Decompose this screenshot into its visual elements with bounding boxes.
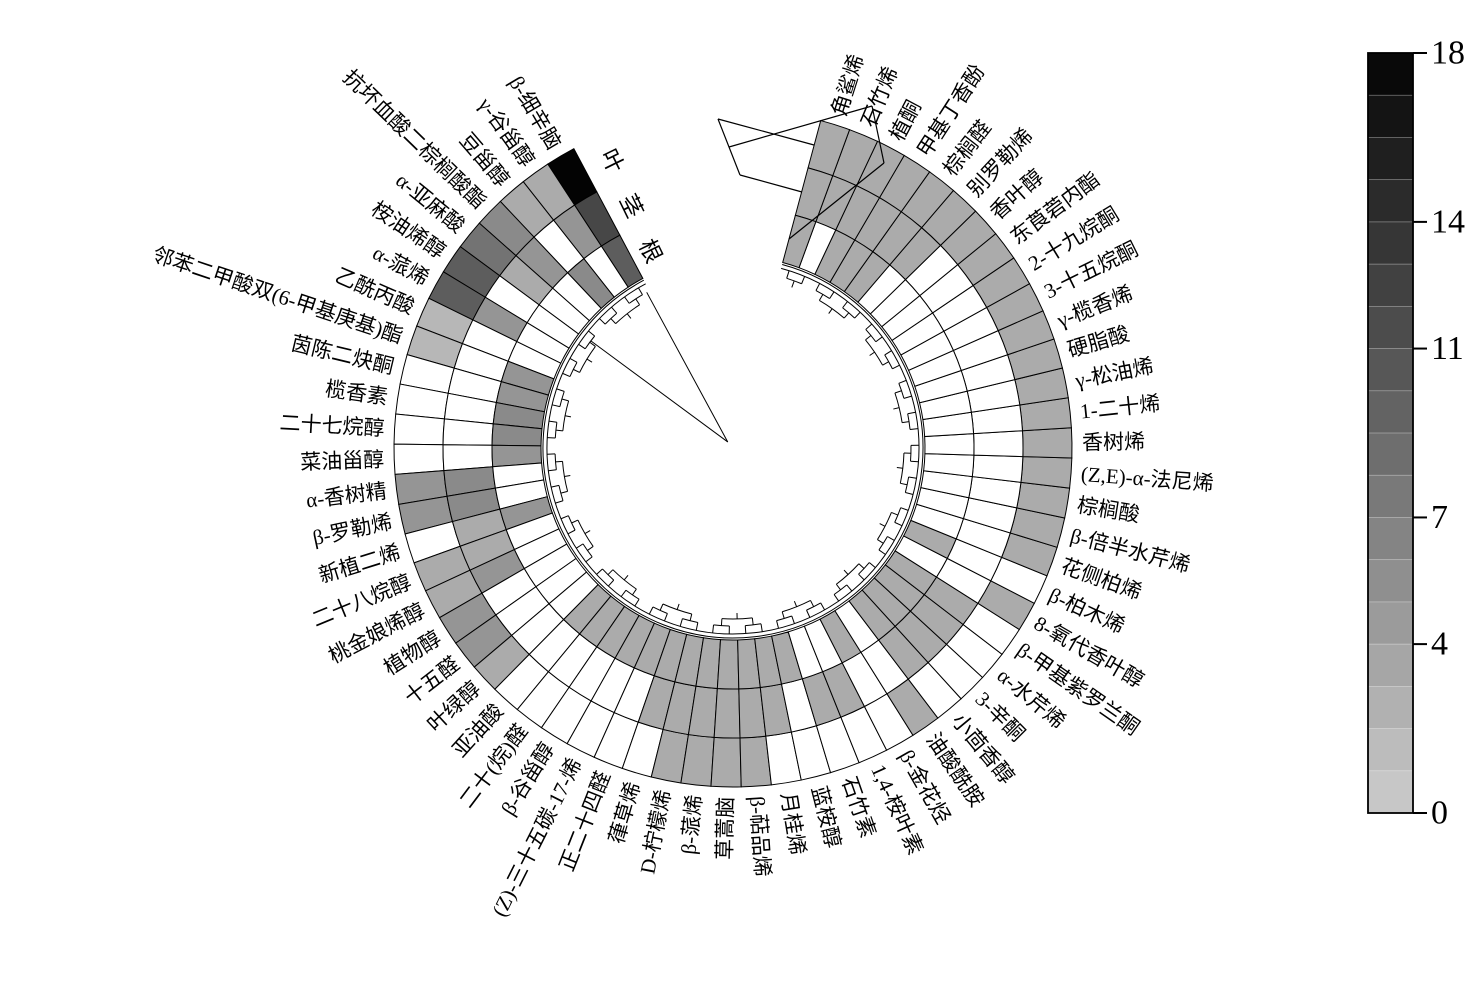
colorbar-segment — [1367, 685, 1414, 730]
colorbar: 0 4 7 11 14 18 — [1367, 35, 1465, 832]
compound-label: 香树烯 — [1082, 430, 1145, 455]
colorbar-segment — [1367, 305, 1414, 350]
compound-label: 棕榈酸 — [1075, 493, 1141, 527]
heatmap-rings — [393, 119, 1073, 788]
compound-label: 草蒿脑 — [713, 797, 738, 860]
colorbar-segment — [1367, 432, 1414, 477]
colorbar-segment — [1367, 221, 1414, 265]
colorbar-tick-label: 4 — [1431, 626, 1448, 663]
heatmap-cell — [442, 444, 494, 472]
heatmap-cell — [716, 639, 740, 690]
colorbar-tick-label: 14 — [1431, 203, 1465, 240]
heatmap-cell — [973, 430, 1024, 458]
compound-label: 月桂烯 — [776, 791, 810, 857]
compound-label: β-蒎烯 — [676, 794, 706, 856]
heatmap-cell — [782, 214, 817, 269]
colorbar-segment — [1367, 643, 1414, 688]
colorbar-segment — [1367, 348, 1414, 392]
compound-label: D-柠檬烯 — [635, 788, 675, 876]
heatmap-cell — [393, 443, 445, 475]
compound-label: β-萜品烯 — [745, 795, 774, 877]
sample-dendrogram — [717, 105, 885, 240]
colorbar-tick-label: 0 — [1431, 795, 1448, 832]
colorbar-segment — [1367, 94, 1414, 139]
compound-label: γ-松油烯 — [1072, 354, 1155, 393]
colorbar-segment — [1367, 390, 1414, 434]
colorbar-segment — [1367, 559, 1414, 603]
ring-label: 茎 — [615, 190, 648, 222]
colorbar-segment — [1367, 728, 1414, 772]
ring-label: 叶 — [596, 145, 629, 177]
colorbar-segment — [1367, 601, 1414, 645]
colorbar-tick-label: 7 — [1431, 499, 1448, 536]
colorbar-segment — [1367, 770, 1414, 814]
heatmap-cell — [924, 433, 975, 456]
heatmap-cell — [442, 418, 494, 446]
colorbar-segment — [1367, 179, 1414, 223]
compound-label: 二十七烷醇 — [279, 411, 385, 441]
colorbar-segment — [1367, 137, 1414, 181]
heatmap-cell — [1020, 456, 1073, 489]
heatmap-cell — [710, 736, 742, 788]
heatmap-cell — [1021, 427, 1073, 459]
colorbar-border — [1367, 52, 1414, 814]
colorbar-tick-label: 18 — [1431, 35, 1465, 72]
ring-label: 根 — [634, 235, 667, 267]
compound-label: α-香树精 — [305, 479, 388, 513]
colorbar-tick-label: 11 — [1431, 330, 1464, 367]
compound-label: 1-二十烯 — [1079, 391, 1162, 423]
compound-label: 榄香素 — [324, 377, 390, 410]
compound-label: 硬脂酸 — [1065, 322, 1132, 363]
compound-label: 菜油甾醇 — [300, 448, 385, 475]
compound-label: 蓝桉醇 — [807, 783, 846, 850]
colorbar-segment — [1367, 263, 1414, 308]
colorbar-segment — [1367, 474, 1414, 519]
heatmap-cell — [393, 413, 446, 446]
compound-dendrogram — [542, 263, 924, 639]
colorbar-segment — [1367, 52, 1414, 97]
colorbar-segment — [1367, 517, 1414, 561]
heatmap-cell — [713, 687, 741, 739]
compound-label: (Z,E)-α-法尼烯 — [1080, 462, 1214, 496]
